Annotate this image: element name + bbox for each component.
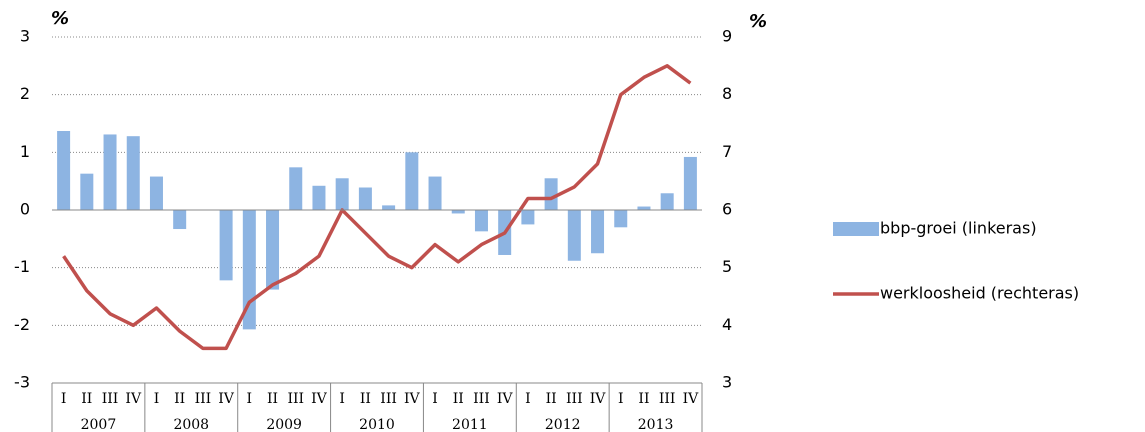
x-tick-label: II [174,391,185,407]
x-tick-label: IV [218,391,235,407]
x-tick-label: II [360,391,371,407]
bar [521,210,535,225]
y-tick-label: 3 [20,27,30,46]
y2-axis-title: % [749,11,767,32]
x-tick-label: I [618,391,624,407]
x-tick-label: III [659,391,676,407]
x-tick-label: IV [590,391,607,407]
y-tick-label: -3 [14,373,30,392]
x-tick-label: I [525,391,531,407]
year-label: 2009 [266,417,302,432]
bar [382,205,396,210]
bar [358,187,372,210]
bar [683,156,697,210]
y-tick-label: -2 [14,315,30,334]
y-tick-label: 0 [20,200,30,219]
bar [103,134,117,210]
x-tick-label: III [287,391,304,407]
y-tick-label: -1 [14,257,30,276]
y2-tick-label: 3 [722,373,732,392]
x-tick-label: IV [311,391,328,407]
bar [544,178,558,210]
legend-label: werkloosheid (rechteras) [880,284,1079,303]
bar [289,167,303,210]
x-tick-label: I [61,391,67,407]
bar [567,210,581,261]
x-tick-label: IV [497,391,514,407]
x-tick-label: I [339,391,345,407]
y2-tick-label: 6 [722,200,732,219]
x-tick-label: II [453,391,464,407]
x-tick-label: IV [404,391,421,407]
x-tick-label: III [102,391,119,407]
legend-label: bbp-groei (linkeras) [880,219,1037,238]
y-axis-title: % [51,8,69,29]
bar [474,210,488,232]
x-tick-label: III [566,391,583,407]
bar [312,185,326,210]
y2-tick-label: 4 [722,315,732,334]
bar [660,193,674,210]
x-tick-label: IV [683,391,700,407]
bar [126,136,140,210]
x-tick-label: I [432,391,438,407]
y2-tick-label: 8 [722,84,732,103]
year-label: 2012 [545,417,581,432]
bar [149,176,163,210]
year-label: 2010 [359,417,395,432]
x-tick-label: I [247,391,253,407]
y-tick-label: 2 [20,84,30,103]
x-tick-label: III [380,391,397,407]
bar [173,210,187,230]
bar [591,210,605,254]
y2-tick-label: 9 [722,27,732,46]
x-tick-label: II [267,391,278,407]
year-label: 2007 [81,417,117,432]
bar [57,130,71,210]
bar [614,210,628,228]
year-label: 2008 [173,417,209,432]
x-tick-label: III [473,391,490,407]
year-label: 2013 [638,417,674,432]
x-tick-label: I [154,391,160,407]
bar [335,178,349,210]
bar [451,210,465,214]
y2-tick-label: 5 [722,257,732,276]
year-label: 2011 [452,417,488,432]
bar [80,173,94,210]
x-tick-label: II [81,391,92,407]
x-tick-label: IV [125,391,142,407]
bar [428,176,442,210]
bar [405,152,419,210]
x-tick-label: III [195,391,212,407]
x-tick-label: II [546,391,557,407]
bar [637,206,651,210]
y-tick-label: 1 [20,142,30,161]
bar [266,210,280,290]
line [62,64,692,351]
legend-swatch [833,222,879,236]
bar [219,210,233,281]
x-tick-label: II [638,391,649,407]
y2-tick-label: 7 [722,142,732,161]
